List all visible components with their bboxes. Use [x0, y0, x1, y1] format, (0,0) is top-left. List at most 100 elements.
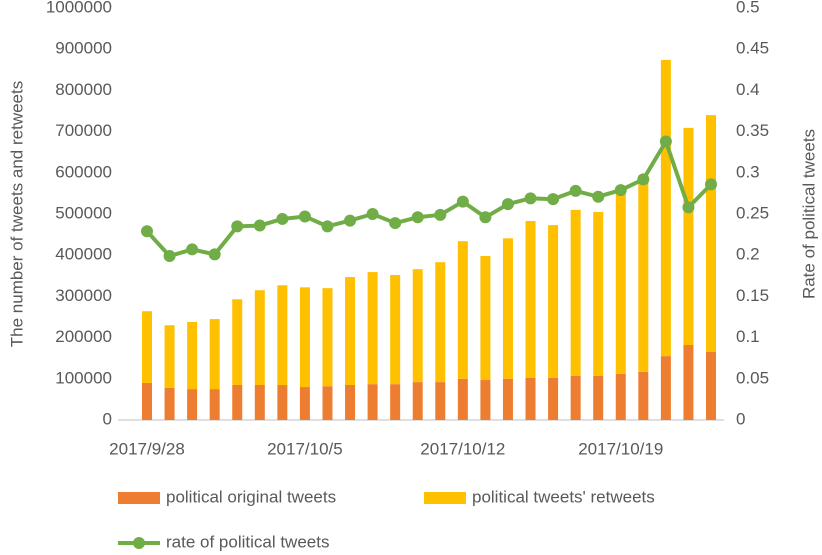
line-marker — [524, 192, 537, 205]
line — [145, 139, 713, 259]
legend-label: rate of political tweets — [166, 532, 329, 551]
bar — [502, 378, 513, 420]
y2-tick-label: 0.15 — [736, 286, 769, 305]
y-tick-label: 600000 — [55, 162, 112, 181]
bar — [593, 375, 604, 420]
y-tick-label: 400000 — [55, 245, 112, 264]
bar — [502, 238, 513, 379]
legend-swatch — [118, 492, 160, 504]
bar — [187, 321, 198, 390]
line-marker — [614, 184, 627, 197]
y-tick-label: 300000 — [55, 286, 112, 305]
bar — [390, 274, 401, 385]
y2-tick-label: 0.45 — [736, 39, 769, 58]
bar — [322, 288, 333, 387]
line-marker — [569, 184, 582, 197]
y-axis-title: The number of tweets and retweets — [7, 81, 26, 347]
line-marker — [298, 210, 311, 223]
bar — [345, 384, 356, 420]
bar — [615, 373, 626, 420]
bar — [164, 325, 175, 388]
line-marker — [186, 243, 199, 256]
bar — [277, 285, 288, 385]
line-marker — [344, 214, 357, 227]
line-marker — [659, 135, 672, 148]
line-marker — [592, 190, 605, 203]
bar — [187, 389, 198, 420]
bar — [254, 384, 265, 420]
y-tick-label: 800000 — [55, 80, 112, 99]
x-tick-label: 2017/10/5 — [267, 439, 343, 458]
bar — [164, 387, 175, 420]
bar — [254, 290, 265, 385]
legend-label: political tweets' retweets — [472, 487, 655, 506]
bar — [367, 272, 378, 385]
bar — [209, 319, 220, 390]
line-marker — [253, 219, 266, 232]
bar — [548, 225, 559, 378]
y2-tick-label: 0.5 — [736, 0, 760, 16]
bar — [683, 127, 694, 346]
bar — [638, 371, 649, 420]
legend-swatch — [424, 492, 466, 504]
line-marker — [141, 225, 153, 238]
bar — [232, 384, 243, 420]
x-tick-label: 2017/9/28 — [109, 439, 185, 458]
y2-tick-label: 0.25 — [736, 203, 769, 222]
bar — [345, 277, 356, 385]
bar — [142, 382, 152, 420]
legend-swatch-marker — [133, 537, 145, 549]
bar — [232, 299, 243, 385]
y2-tick-label: 0.05 — [736, 368, 769, 387]
y2-tick-label: 0.2 — [736, 245, 760, 264]
bar — [299, 287, 310, 388]
line-marker — [411, 211, 424, 224]
line-marker — [321, 220, 334, 233]
y-tick-label: 500000 — [55, 203, 112, 222]
bar — [277, 384, 288, 420]
bar — [367, 384, 378, 420]
y2-tick-label: 0 — [736, 409, 745, 428]
bar — [457, 378, 468, 420]
y2-tick-label: 0.3 — [736, 162, 760, 181]
y-tick-label: 1000000 — [46, 0, 112, 16]
bar — [480, 256, 491, 381]
bar — [683, 345, 694, 420]
line-marker — [479, 211, 492, 224]
y2-tick-label: 0.4 — [736, 80, 760, 99]
bar — [638, 178, 649, 372]
bar — [142, 311, 152, 383]
bar — [457, 241, 468, 379]
line-marker — [366, 208, 379, 220]
x-tick-label: 2017/10/19 — [578, 439, 663, 458]
bar — [706, 115, 716, 353]
bar — [412, 269, 423, 383]
y2-axis-title: Rate of political tweets — [799, 129, 818, 299]
line-marker — [547, 193, 560, 206]
line-marker — [389, 217, 402, 230]
bar — [706, 352, 716, 420]
line-marker — [231, 220, 244, 233]
bar — [480, 380, 491, 420]
bar — [615, 192, 626, 374]
bar — [570, 375, 581, 420]
bar — [209, 389, 220, 420]
bar — [412, 382, 423, 420]
y-tick-label: 0 — [103, 409, 112, 428]
x-tick-label: 2017/10/12 — [420, 439, 505, 458]
bar — [390, 384, 401, 420]
bar — [660, 356, 671, 420]
y2-tick-label: 0.35 — [736, 121, 769, 140]
line-marker — [163, 250, 176, 263]
legend-label: political original tweets — [166, 487, 336, 506]
y-tick-label: 700000 — [55, 121, 112, 140]
line-marker — [637, 173, 650, 186]
line-marker — [208, 248, 221, 261]
bar — [322, 386, 333, 420]
bar — [435, 262, 446, 383]
line-marker — [434, 208, 447, 221]
line-marker — [501, 198, 514, 211]
y-tick-label: 200000 — [55, 327, 112, 346]
y-tick-label: 900000 — [55, 39, 112, 58]
